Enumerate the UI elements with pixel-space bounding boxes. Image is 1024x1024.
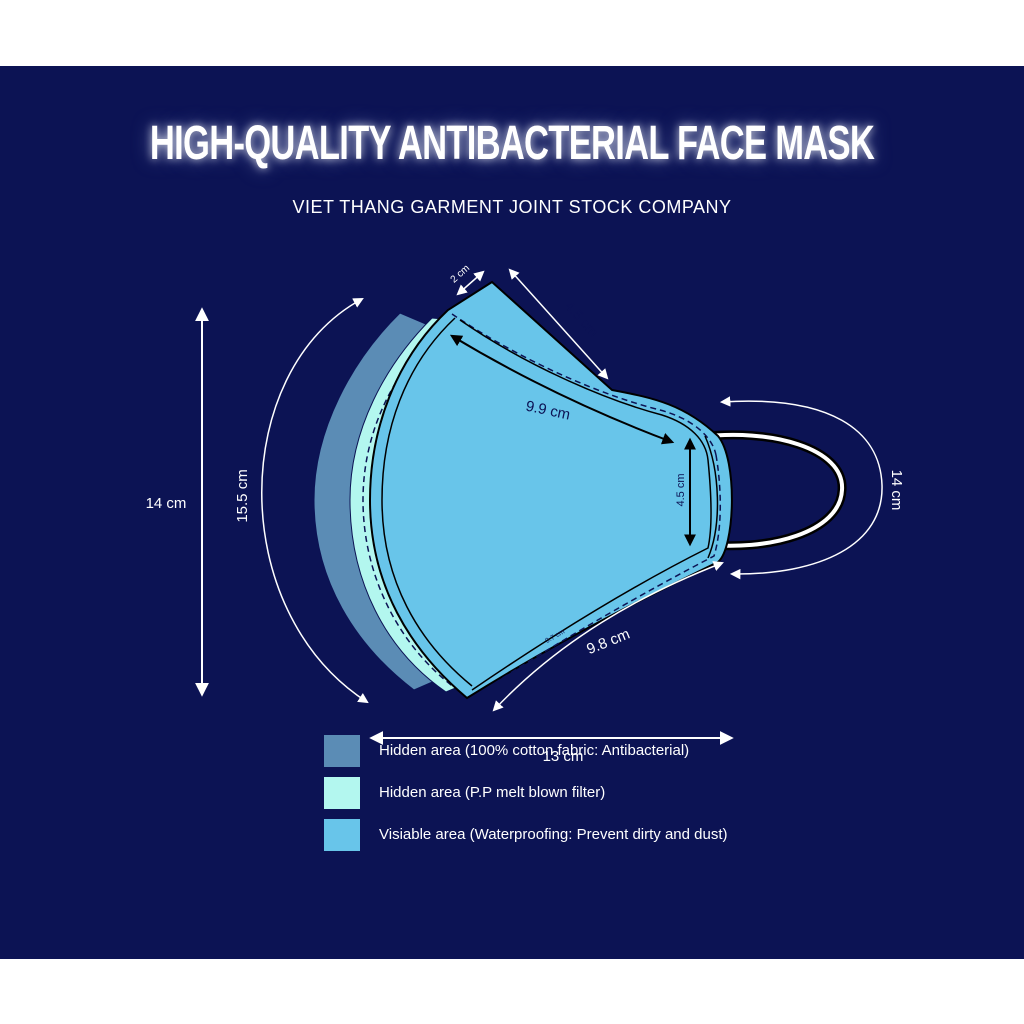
legend-label-cotton: Hidden area (100% cotton fabric: Antibac… — [379, 742, 690, 759]
legend-item-cotton: Hidden area (100% cotton fabric: Antibac… — [324, 734, 728, 767]
legend-swatch-filter — [324, 776, 360, 809]
ear-loop-arrow — [719, 396, 883, 580]
legend-item-outer: Visiable area (Waterproofing: Prevent di… — [324, 818, 728, 851]
width-bottom-label: 13 cm — [543, 748, 584, 765]
legend-swatch-outer — [324, 818, 360, 851]
legend-swatch-cotton — [324, 734, 360, 767]
arc-left-arrow — [261, 298, 369, 704]
top-edge-label: 2 cm — [449, 263, 472, 286]
ear-loop-label: 14 cm — [888, 470, 905, 511]
legend: Hidden area (100% cotton fabric: Antibac… — [324, 734, 728, 860]
legend-item-filter: Hidden area (P.P melt blown filter) — [324, 776, 728, 809]
company-name: VIET THANG GARMENT JOINT STOCK COMPANY — [292, 197, 732, 217]
legend-label-outer: Visiable area (Waterproofing: Prevent di… — [379, 826, 728, 843]
upper-seam-arrow — [449, 334, 675, 445]
lower-seam-arrow — [492, 561, 724, 712]
legend-label-filter: Hidden area (P.P melt blown filter) — [379, 784, 606, 801]
ear-height-label: 4.5 cm — [675, 473, 687, 506]
lower-seam-label: 9.8 cm — [584, 626, 632, 659]
page-title: HIGH-QUALITY ANTIBACTERIAL FACE MASK — [149, 117, 875, 170]
arc-left-label: 15.5 cm — [234, 469, 251, 522]
height-left-label: 14 cm — [146, 495, 187, 512]
top-edge-arrow — [456, 270, 485, 296]
